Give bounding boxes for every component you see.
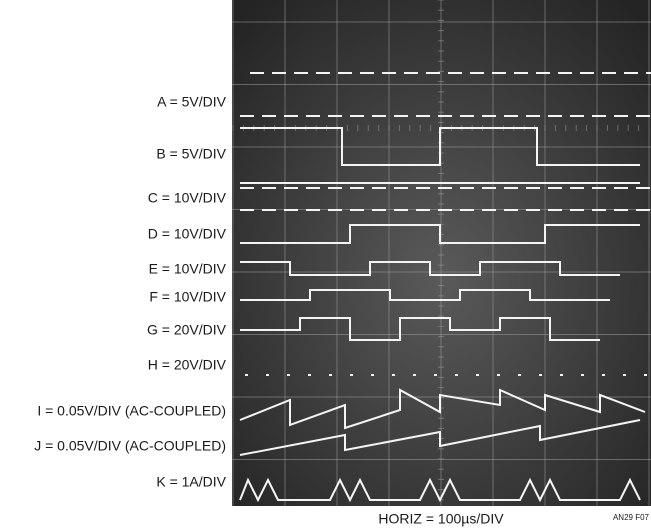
trace-g bbox=[240, 317, 600, 341]
channel-label: F = 10V/DIV bbox=[149, 289, 226, 305]
channel-label: K = 1A/DIV bbox=[156, 474, 226, 490]
trace-f bbox=[240, 289, 610, 301]
trace-b bbox=[240, 127, 640, 166]
channel-label: G = 20V/DIV bbox=[147, 322, 227, 338]
channel-label: I = 0.05V/DIV (AC-COUPLED) bbox=[37, 403, 226, 419]
channel-label: D = 10V/DIV bbox=[148, 226, 227, 242]
trace-d bbox=[240, 224, 640, 244]
trace-i bbox=[239, 388, 646, 430]
channel-label: A = 5V/DIV bbox=[157, 94, 227, 110]
channel-label: C = 10V/DIV bbox=[148, 190, 227, 206]
trace-j bbox=[239, 419, 641, 456]
channel-label: B = 5V/DIV bbox=[156, 146, 226, 162]
trace-e bbox=[240, 261, 620, 276]
graticule bbox=[232, 0, 651, 506]
channel-label: H = 20V/DIV bbox=[148, 357, 227, 373]
channel-label: J = 0.05V/DIV (AC-COUPLED) bbox=[34, 438, 226, 454]
channel-labels: A = 5V/DIV B = 5V/DIV C = 10V/DIV D = 10… bbox=[34, 94, 226, 490]
trace-k bbox=[239, 477, 641, 503]
figure-id: AN29 F07 bbox=[613, 513, 650, 522]
horizontal-scale: HORIZ = 100µs/DIV bbox=[378, 511, 504, 527]
waveforms bbox=[239, 72, 651, 503]
channel-label: E = 10V/DIV bbox=[149, 261, 227, 277]
